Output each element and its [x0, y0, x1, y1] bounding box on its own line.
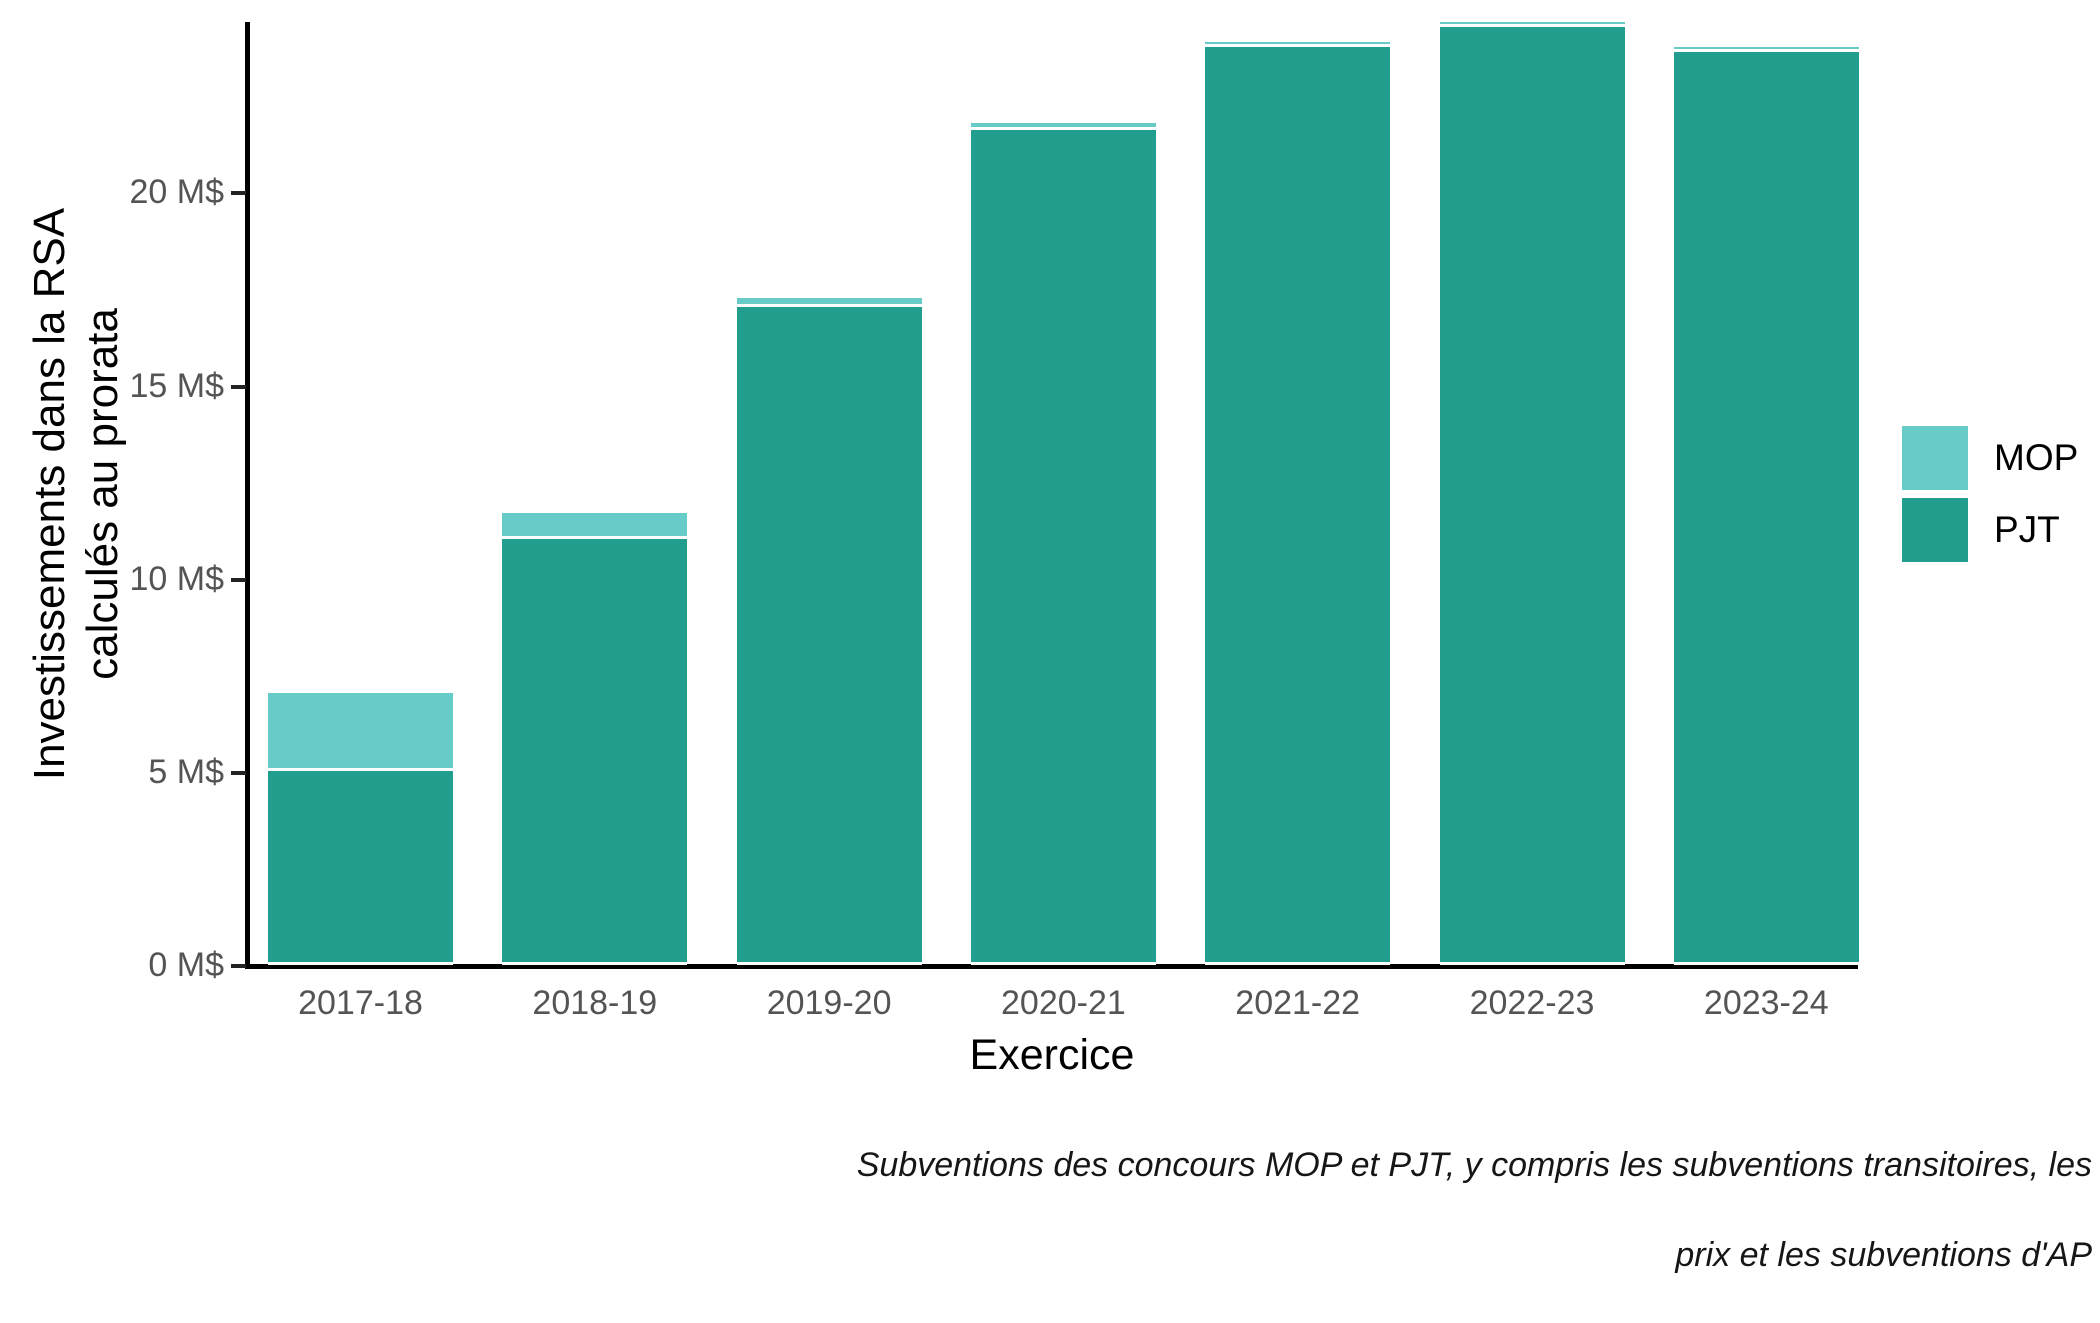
legend-label-mop: MOP — [1994, 437, 2079, 478]
caption-line1: Subventions des concours MOP et PJT, y c… — [856, 1146, 2092, 1184]
y-tick-label-15: 15 M$ — [129, 366, 225, 405]
legend-swatch-pjt — [1902, 498, 1968, 562]
y-tick-label-5: 5 M$ — [148, 752, 224, 791]
bar-segment-mop-2017-18 — [268, 693, 453, 768]
caption-line2: prix et les subventions d'AP — [1675, 1236, 2092, 1274]
bar-segment-pjt-2021-22 — [1205, 44, 1391, 965]
x-tick-label-2022-23: 2022-23 — [1469, 984, 1595, 1022]
legend-swatch-mop — [1902, 426, 1968, 490]
bar-2022-23 — [1439, 22, 1625, 965]
y-axis-title-line1: Investissements dans la RSA — [25, 207, 74, 781]
bar-segment-mop-2019-20 — [736, 298, 922, 304]
bar-segment-mop-2023-24 — [1673, 47, 1859, 49]
y-tick-mark-0 — [231, 964, 246, 968]
bar-2023-24 — [1673, 47, 1859, 965]
bar-segment-pjt-2022-23 — [1439, 24, 1625, 965]
bar-2017-18 — [268, 693, 453, 965]
bar-2020-21 — [970, 123, 1156, 965]
bar-segment-pjt-2019-20 — [736, 304, 922, 965]
bar-segment-pjt-2018-19 — [502, 536, 688, 965]
bar-segment-mop-2020-21 — [970, 123, 1156, 127]
bar-2021-22 — [1205, 42, 1391, 965]
y-tick-mark-15 — [231, 384, 246, 389]
x-tick-label-2023-24: 2023-24 — [1703, 984, 1829, 1022]
x-tick-label-2017-18: 2017-18 — [298, 984, 423, 1022]
bar-segment-pjt-2017-18 — [268, 768, 453, 965]
x-tick-label-2021-22: 2021-22 — [1235, 984, 1361, 1022]
y-tick-label-10: 10 M$ — [129, 559, 225, 598]
bar-segment-pjt-2020-21 — [970, 127, 1156, 965]
legend-row-pjt: PJT — [1902, 498, 2078, 562]
bar-2018-19 — [502, 513, 688, 965]
chart-caption: Subventions des concours MOP et PJT, y c… — [492, 1098, 2092, 1323]
bar-2019-20 — [736, 298, 922, 965]
x-axis-title: Exercice — [969, 1031, 1135, 1079]
bar-segment-mop-2022-23 — [1439, 22, 1625, 24]
stacked-bar-chart: Investissements dans la RSA calculés au … — [23, 22, 2092, 1274]
x-tick-label-2020-21: 2020-21 — [1001, 984, 1126, 1022]
x-tick-label-2019-20: 2019-20 — [766, 984, 892, 1022]
y-axis-title-line2: calculés au prorata — [78, 308, 127, 680]
y-axis-line — [245, 22, 250, 969]
x-tick-label-2018-19: 2018-19 — [532, 984, 658, 1022]
legend-row-mop: MOP — [1902, 426, 2078, 490]
y-tick-mark-5 — [231, 770, 246, 775]
y-axis-title: Investissements dans la RSA calculés au … — [23, 208, 129, 780]
y-tick-mark-10 — [231, 577, 246, 582]
legend-label-pjt: PJT — [1994, 509, 2060, 550]
y-tick-mark-20 — [231, 191, 246, 196]
legend: MOP PJT — [1902, 426, 2078, 570]
bar-segment-mop-2018-19 — [502, 513, 688, 536]
bar-segment-pjt-2023-24 — [1673, 49, 1859, 965]
x-axis-line — [245, 964, 1858, 969]
y-tick-label-20: 20 M$ — [129, 173, 225, 212]
bar-segment-mop-2021-22 — [1205, 42, 1391, 44]
y-tick-label-0: 0 M$ — [148, 946, 224, 984]
